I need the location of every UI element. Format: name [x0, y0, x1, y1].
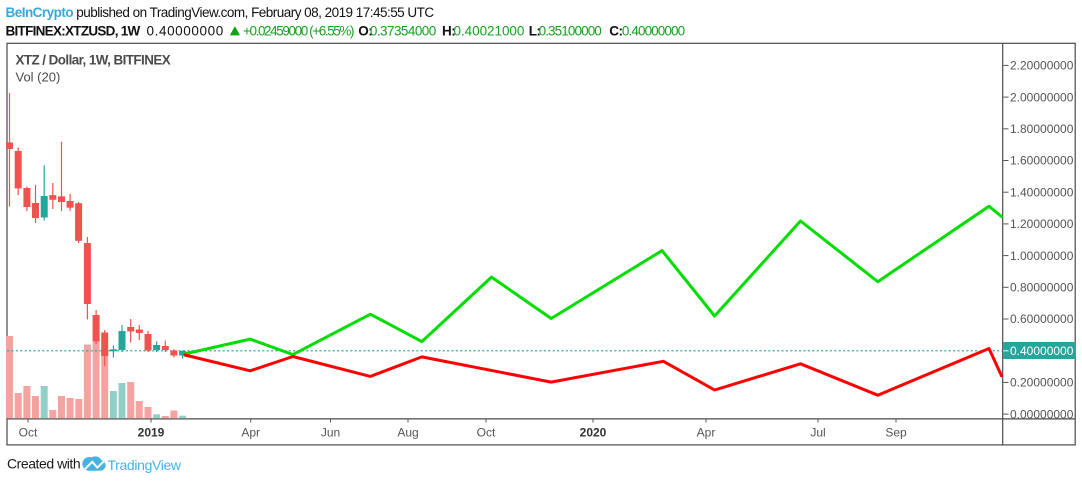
svg-text:Oct: Oct: [19, 426, 38, 440]
svg-text:Vol (20): Vol (20): [16, 70, 61, 85]
svg-text:0.40000000: 0.40000000: [147, 24, 224, 39]
svg-text:L:: L:: [529, 24, 541, 39]
svg-text:0.37354000: 0.37354000: [370, 24, 436, 39]
svg-text:2.20000000: 2.20000000: [1010, 59, 1074, 73]
svg-text:BITFINEX:XTZUSD, 1W: BITFINEX:XTZUSD, 1W: [6, 24, 141, 39]
svg-text:Sep: Sep: [885, 426, 907, 440]
svg-text:C:: C:: [609, 24, 622, 39]
svg-text:Jul: Jul: [810, 426, 825, 440]
svg-text:0.60000000: 0.60000000: [1010, 312, 1074, 326]
svg-text:Apr: Apr: [241, 426, 260, 440]
svg-text:1.60000000: 1.60000000: [1010, 154, 1074, 168]
svg-text:0.35100000: 0.35100000: [539, 24, 602, 39]
svg-text:XTZ / Dollar, 1W, BITFINEX: XTZ / Dollar, 1W, BITFINEX: [16, 53, 171, 68]
svg-text:H:: H:: [442, 24, 455, 39]
svg-text:0.40000000: 0.40000000: [1010, 344, 1074, 358]
svg-text:Apr: Apr: [697, 426, 716, 440]
svg-text:Aug: Aug: [397, 426, 418, 440]
svg-text:+0.02459000 (+6.55%): +0.02459000 (+6.55%): [243, 24, 354, 39]
svg-text:TradingView: TradingView: [108, 457, 182, 473]
svg-text:1.00000000: 1.00000000: [1010, 249, 1074, 263]
svg-text:2019: 2019: [138, 426, 165, 440]
svg-text:1.80000000: 1.80000000: [1010, 122, 1074, 136]
svg-text:1.20000000: 1.20000000: [1010, 217, 1074, 231]
svg-text:O:: O:: [358, 24, 372, 39]
svg-text:0.20000000: 0.20000000: [1010, 376, 1074, 390]
svg-text:Oct: Oct: [477, 426, 496, 440]
svg-text:0.00000000: 0.00000000: [1010, 407, 1074, 421]
svg-text:2020: 2020: [580, 426, 607, 440]
svg-text:0.40021000: 0.40021000: [454, 24, 525, 39]
svg-text:Jun: Jun: [321, 426, 340, 440]
svg-text:0.80000000: 0.80000000: [1010, 281, 1074, 295]
svg-text:2.00000000: 2.00000000: [1010, 90, 1074, 104]
svg-text:1.40000000: 1.40000000: [1010, 185, 1074, 199]
svg-text:0.40000000: 0.40000000: [622, 24, 685, 39]
svg-text:BeInCrypto published on Tradin: BeInCrypto published on TradingView.com,…: [6, 5, 435, 20]
svg-text:Created with: Created with: [7, 456, 80, 472]
